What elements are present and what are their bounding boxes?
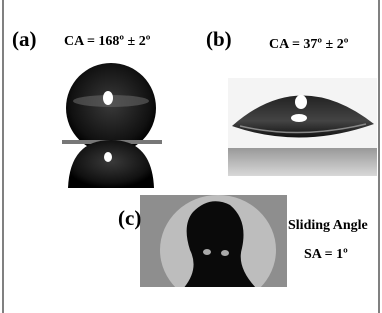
panel-label: (b) (206, 27, 232, 51)
panel-label: (c) (118, 206, 141, 230)
panel-caption: CA = 168º ± 2º (64, 34, 151, 49)
droplet-image-b (228, 78, 377, 176)
page: {"panels": [ {"label": "(a)", "caption":… (0, 0, 382, 313)
panel-label: (a) (12, 27, 37, 51)
droplet-image-c (140, 195, 287, 305)
panel-caption: CA = 37º ± 2º (269, 37, 349, 52)
figure: (a) CA = 168º ± 2º (b) CA = 37º ± 2º (c)… (0, 0, 382, 313)
panel-caption: SA = 1º (304, 247, 348, 262)
droplet-image-a (62, 62, 162, 188)
panel-caption: Sliding Angle (288, 218, 368, 233)
